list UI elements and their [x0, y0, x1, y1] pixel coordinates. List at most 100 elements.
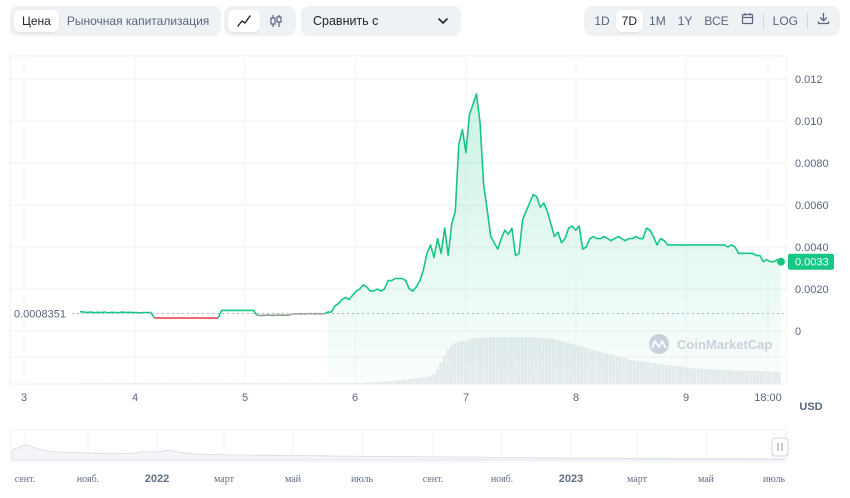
- volume-bar: [161, 383, 165, 384]
- candlestick-icon: [270, 15, 282, 27]
- range-1m[interactable]: 1M: [649, 14, 666, 28]
- volume-bar: [270, 383, 274, 384]
- price-line-up: [217, 309, 258, 319]
- volume-bar: [266, 383, 270, 384]
- x-tick-label: 6: [352, 392, 358, 404]
- range-all[interactable]: ВСЕ: [704, 14, 729, 28]
- volume-bar: [94, 383, 98, 384]
- volume-bar: [108, 383, 112, 384]
- current-price-dot: [777, 257, 785, 266]
- x-tick-label: 3: [21, 392, 27, 404]
- tab-price[interactable]: Цена: [14, 10, 59, 32]
- log-scale-toggle[interactable]: LOG: [772, 14, 798, 28]
- volume-bar: [256, 383, 260, 384]
- range-1d[interactable]: 1D: [594, 14, 610, 28]
- range-7d[interactable]: 7D: [615, 10, 644, 32]
- volume-bar: [316, 383, 320, 384]
- y-tick-label: 0.0040: [795, 242, 829, 254]
- chart-kind-toggle: [224, 6, 296, 36]
- volume-bar: [277, 383, 281, 384]
- volume-bar: [203, 383, 207, 384]
- volume-bar: [80, 383, 84, 384]
- volume-bar: [234, 383, 239, 384]
- reference-price-label: 0.0008351: [14, 308, 66, 320]
- y-tick-label: 0.0060: [795, 200, 829, 212]
- volume-bar: [284, 383, 288, 384]
- volume-bar: [294, 383, 299, 384]
- download-icon: [817, 12, 830, 25]
- navigator-labels: сент. нояб. 2022 март май июль сент. нояб. 2023 м…: [15, 473, 786, 485]
- y-tick-label: 0.0080: [795, 158, 829, 170]
- y-tick-label: 0.010: [795, 116, 823, 128]
- volume-bar: [182, 383, 186, 384]
- volume-bar: [129, 383, 133, 384]
- volume-bar: [168, 383, 172, 384]
- candlestick-chart-button[interactable]: [260, 10, 292, 32]
- volume-bar: [308, 383, 313, 384]
- y-tick-label: 0.012: [795, 74, 823, 86]
- volume-bar: [118, 383, 122, 384]
- download-button[interactable]: [811, 10, 836, 32]
- navigator-handle[interactable]: [771, 437, 789, 457]
- compare-label: Сравнить с: [313, 14, 379, 28]
- volume-bar: [104, 383, 108, 384]
- volume-bar: [287, 383, 291, 384]
- line-chart-button[interactable]: [228, 10, 260, 32]
- volume-bar: [143, 383, 147, 384]
- time-range-tabs: 1D 7D 1M 1Y ВСЕ LOG: [584, 6, 840, 36]
- x-tick-label: 5: [242, 392, 248, 404]
- volume-bar: [199, 383, 203, 384]
- x-axis: 3 4 5 6 7 8 9 18:00: [21, 392, 782, 404]
- volume-bar: [136, 383, 140, 384]
- volume-bar: [192, 383, 196, 384]
- compare-dropdown[interactable]: Сравнить с: [301, 6, 461, 36]
- volume-bar: [231, 383, 235, 384]
- volume-bar: [323, 383, 327, 384]
- volume-bar: [185, 383, 189, 384]
- volume-bar: [263, 383, 267, 384]
- watermark: CoinMarketCap: [649, 334, 772, 354]
- volume-bar: [210, 383, 214, 384]
- navigator-label: 2022: [145, 473, 169, 485]
- tab-market-cap[interactable]: Рыночная капитализация: [66, 14, 210, 28]
- time-navigator[interactable]: сент. нояб. 2022 март май июль сент. нояб. 2023 м…: [9, 429, 789, 485]
- navigator-label: сент.: [15, 474, 35, 485]
- volume-bar: [224, 383, 228, 384]
- volume-bar: [220, 383, 225, 384]
- volume-bar: [291, 383, 295, 384]
- volume-bar: [115, 383, 119, 384]
- volume-bar: [125, 383, 129, 384]
- toolbar-divider: [762, 13, 764, 29]
- line-chart-icon: [237, 15, 251, 27]
- volume-bar: [157, 383, 161, 384]
- calendar-button[interactable]: [735, 10, 760, 32]
- volume-bar: [206, 383, 210, 384]
- price-lines: [79, 93, 782, 319]
- current-price-label: 0.0033: [795, 257, 829, 269]
- calendar-icon: [741, 13, 753, 25]
- volume-bar: [164, 383, 168, 384]
- toolbar-divider: [807, 13, 808, 29]
- volume-bar: [305, 383, 309, 384]
- volume-bar: [111, 383, 115, 384]
- volume-bar: [189, 383, 193, 384]
- currency-label: USD: [799, 401, 822, 413]
- navigator-label: март: [214, 474, 235, 485]
- volume-bar: [242, 383, 246, 384]
- navigator-label: июль: [763, 474, 786, 485]
- volume-bar: [319, 383, 323, 384]
- volume-bar: [153, 383, 158, 384]
- volume-bar: [83, 383, 87, 384]
- range-1y[interactable]: 1Y: [677, 14, 693, 28]
- navigator-history-line: [11, 444, 785, 461]
- chart-toolbar: Цена Рыночная капитализация Сравнить с 1…: [10, 6, 840, 36]
- navigator-label: март: [627, 474, 648, 485]
- y-tick-label: 0: [795, 326, 801, 338]
- navigator-label: июль: [351, 474, 374, 485]
- volume-bar: [196, 383, 200, 384]
- volume-bar: [252, 383, 256, 384]
- volume-bar: [312, 383, 316, 384]
- x-tick-label: 4: [132, 392, 138, 404]
- volume-bar: [245, 383, 249, 384]
